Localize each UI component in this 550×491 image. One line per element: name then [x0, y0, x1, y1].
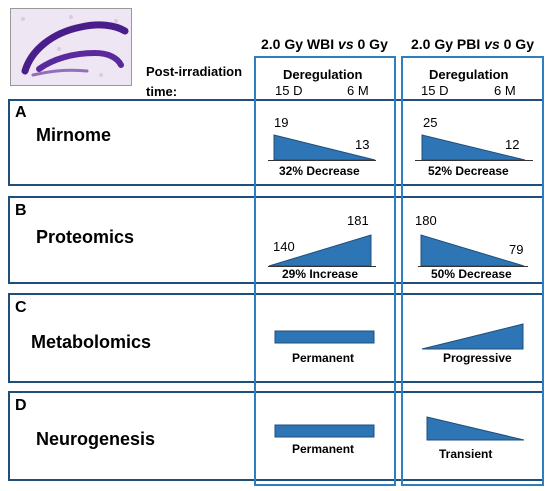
- row-b-pbi-caption-underline: [418, 266, 528, 267]
- row-c-title: Metabolomics: [31, 332, 152, 352]
- row-b-letter: B: [15, 202, 27, 219]
- row-b-pbi-wedge-shape: [420, 234, 525, 267]
- row-c-letter: C: [15, 299, 27, 316]
- column-header-wbi-control: 0 Gy: [353, 36, 388, 52]
- row-b-wbi-caption-underline: [268, 266, 376, 267]
- deregulation-label-pbi: Deregulation: [429, 67, 509, 82]
- row-a-letter: A: [15, 104, 27, 121]
- row-b-wbi-end-value: 181: [347, 213, 369, 228]
- row-d-letter: D: [15, 397, 27, 414]
- row-d-wbi-permanent-bar: [274, 424, 375, 438]
- column-frame-wbi: [254, 56, 396, 486]
- row-a-wbi-end-value: 13: [355, 137, 370, 152]
- row-b-pbi-start-value: 180: [415, 213, 437, 228]
- row-a-wbi-start-value: 19: [274, 115, 289, 130]
- row-c-wbi-permanent-bar: [274, 330, 375, 344]
- row-a-pbi-start-value: 25: [423, 115, 438, 130]
- row-c-pbi-wedge-shape: [421, 323, 524, 350]
- time-end-wbi: 6 M: [347, 83, 369, 98]
- column-header-pbi-vs: vs: [484, 36, 500, 52]
- row-d-wbi-bar-shape: [274, 424, 375, 438]
- time-start-wbi: 15 D: [275, 83, 303, 98]
- row-b-pbi-end-value: 79: [509, 242, 524, 257]
- row-b-wbi-start-value: 140: [273, 239, 295, 254]
- hippocampus-image: [10, 8, 132, 86]
- row-a-pbi-caption-underline: [415, 160, 533, 161]
- row-a-title: Mirnome: [36, 125, 112, 145]
- row-a-wbi-wedge-shape: [273, 134, 376, 161]
- row-b-pbi-decrease-wedge: [420, 234, 525, 267]
- row-b-wbi-increase-wedge: [268, 234, 372, 267]
- row-a-pbi-caption: 52% Decrease: [428, 164, 509, 178]
- row-b-title: Proteomics: [36, 227, 135, 247]
- row-c-pbi-progressive-wedge: [421, 323, 524, 350]
- post-irradiation-line2: time:: [146, 84, 178, 99]
- column-header-pbi-control: 0 Gy: [499, 36, 534, 52]
- row-d-pbi-caption: Transient: [439, 447, 493, 461]
- row-a-pbi-wedge-shape: [421, 134, 526, 161]
- row-d-wbi-caption: Permanent: [292, 442, 355, 456]
- row-c-wbi-caption: Permanent: [292, 351, 355, 365]
- time-end-pbi: 6 M: [494, 83, 516, 98]
- post-irradiation-label: Post-irradiation time:: [146, 62, 242, 102]
- row-b-wbi-wedge-shape: [268, 234, 372, 267]
- column-header-pbi-dose: 2.0 Gy PBI: [411, 36, 485, 52]
- row-a-wbi-caption-underline: [268, 160, 376, 161]
- row-a-pbi-end-value: 12: [505, 137, 520, 152]
- row-a-wbi-caption: 32% Decrease: [279, 164, 360, 178]
- row-b-wbi-caption: 29% Increase: [282, 267, 359, 281]
- column-frame-pbi: [401, 56, 544, 486]
- column-header-pbi: 2.0 Gy PBI vs 0 Gy: [411, 36, 534, 52]
- column-header-wbi-dose: 2.0 Gy WBI: [261, 36, 339, 52]
- deregulation-label-wbi: Deregulation: [283, 67, 363, 82]
- row-b-pbi-caption: 50% Decrease: [431, 267, 512, 281]
- row-d-title: Neurogenesis: [36, 429, 156, 449]
- row-d-pbi-wedge-shape: [426, 416, 525, 441]
- column-header-wbi: 2.0 Gy WBI vs 0 Gy: [261, 36, 388, 52]
- time-start-pbi: 15 D: [421, 83, 449, 98]
- column-header-wbi-vs: vs: [338, 36, 354, 52]
- post-irradiation-line1: Post-irradiation: [146, 64, 243, 79]
- row-c-wbi-bar-shape: [274, 330, 375, 344]
- row-d-pbi-transient-wedge: [426, 416, 525, 441]
- row-c-pbi-caption: Progressive: [443, 351, 512, 365]
